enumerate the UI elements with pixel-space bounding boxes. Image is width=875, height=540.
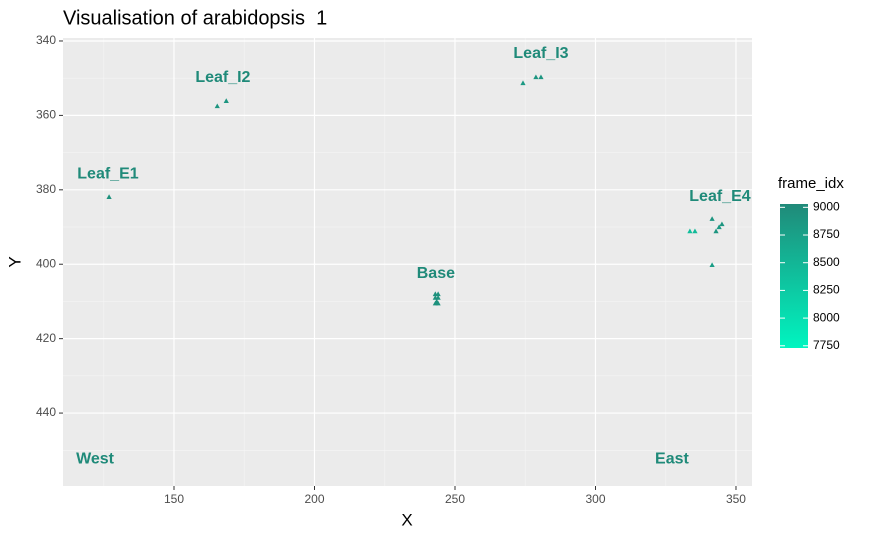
colorbar-label: 9000 xyxy=(813,199,840,213)
annotation: Leaf_I3 xyxy=(513,45,568,62)
point xyxy=(533,74,539,80)
point xyxy=(713,228,719,234)
point xyxy=(520,80,526,86)
colorbar-label: 8000 xyxy=(813,310,840,324)
point xyxy=(538,74,544,80)
point xyxy=(719,221,725,227)
annotation: Leaf_I2 xyxy=(195,69,250,86)
y-tick-label: 380 xyxy=(36,182,56,196)
y-tick-label: 420 xyxy=(36,331,56,345)
point xyxy=(435,295,441,300)
y-tick-label: 400 xyxy=(36,256,56,270)
point xyxy=(709,216,715,221)
x-tick-label: 300 xyxy=(585,492,605,506)
colorbar-label: 8750 xyxy=(813,227,840,241)
legend-title: frame_idx xyxy=(778,175,844,192)
point xyxy=(709,262,715,268)
annotation: Leaf_E4 xyxy=(689,188,750,205)
x-tick-label: 200 xyxy=(304,492,324,506)
colorbar-label: 8250 xyxy=(813,283,840,297)
y-tick-label: 340 xyxy=(36,33,56,47)
y-axis-label: Y xyxy=(5,256,24,267)
annotation: East xyxy=(655,450,689,467)
point xyxy=(692,228,698,234)
annotation: Base xyxy=(417,265,455,282)
colorbar-label: 8500 xyxy=(813,255,840,269)
y-tick-label: 440 xyxy=(36,405,56,419)
x-tick-label: 250 xyxy=(445,492,465,506)
point xyxy=(214,103,220,109)
point xyxy=(223,98,229,103)
point xyxy=(687,228,693,234)
y-tick-label: 360 xyxy=(36,108,56,122)
point xyxy=(716,224,722,230)
colorbar-label: 7750 xyxy=(813,338,840,352)
x-axis-label: X xyxy=(401,510,412,529)
x-tick-label: 350 xyxy=(726,492,746,506)
point xyxy=(435,291,441,297)
annotation: West xyxy=(76,450,115,467)
colorbar xyxy=(780,204,808,348)
x-tick-label: 150 xyxy=(164,492,184,506)
point xyxy=(435,300,441,306)
chart-title: Visualisation of arabidopsis 1 xyxy=(63,7,327,29)
annotation: Leaf_E1 xyxy=(77,165,138,182)
plot-panel xyxy=(63,38,752,486)
point xyxy=(106,194,112,199)
